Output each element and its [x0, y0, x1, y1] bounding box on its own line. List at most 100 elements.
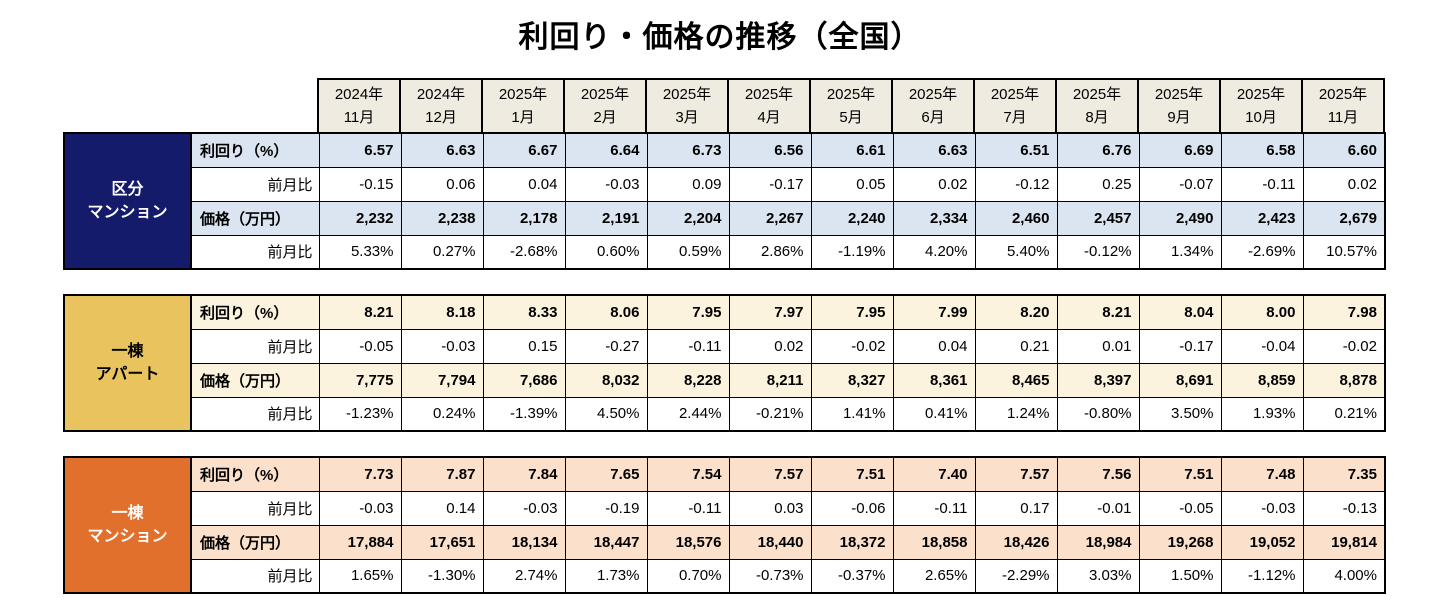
month-header-month: 5月 [839, 109, 863, 126]
month-header-year: 2025年 [744, 85, 794, 103]
value-cell: -0.13 [1302, 490, 1386, 526]
month-header-cell: 2025年 7月 [973, 78, 1057, 134]
month-header-row: 2024年 11月 2024年 12月 2025年 1月 2025年 2月 2025年 3月 202… [317, 78, 1385, 134]
value-cell: 0.15 [482, 328, 566, 364]
month-header-year: 2024年 [334, 85, 384, 103]
value-cell: 0.21 [974, 328, 1058, 364]
row-label: 前月比 [190, 166, 320, 202]
value-cell: 10.57% [1302, 234, 1386, 270]
row-label: 利回り（%） [190, 294, 320, 330]
value-cell: 7,794 [400, 362, 484, 398]
section-label: 区分 マンション [63, 132, 192, 270]
value-cell: 18,372 [810, 524, 894, 560]
section-label-line: 区分 [111, 180, 144, 198]
section-table-3: 一棟 マンション 利回り（%） 7.73 7.87 7.84 7.65 7.54 7.57 7.5… [63, 456, 1386, 594]
value-cell: 8.21 [1056, 294, 1140, 330]
value-cell: 8,327 [810, 362, 894, 398]
row-label: 前月比 [190, 396, 320, 432]
value-cell: 2,191 [564, 200, 648, 236]
value-cell: 7.56 [1056, 456, 1140, 492]
value-cell: 6.67 [482, 132, 566, 168]
value-cell: 1.34% [1138, 234, 1222, 270]
value-cell: 8.04 [1138, 294, 1222, 330]
value-cell: -0.73% [728, 558, 812, 594]
value-cell: 0.05 [810, 166, 894, 202]
value-cell: 7.65 [564, 456, 648, 492]
value-cell: 2.44% [646, 396, 730, 432]
value-cell: 7,775 [318, 362, 402, 398]
value-cell: 2,423 [1220, 200, 1304, 236]
value-cell: 6.57 [318, 132, 402, 168]
value-cell: 0.41% [892, 396, 976, 432]
value-cell: 7.57 [974, 456, 1058, 492]
value-cell: 4.20% [892, 234, 976, 270]
value-cell: -0.03 [482, 490, 566, 526]
value-cell: -1.39% [482, 396, 566, 432]
value-cell: 7.51 [1138, 456, 1222, 492]
month-header-year: 2025年 [908, 85, 958, 103]
value-cell: 8,859 [1220, 362, 1304, 398]
value-cell: -0.05 [1138, 490, 1222, 526]
section-label: 一棟 アパート [63, 294, 192, 432]
value-cell: 2,204 [646, 200, 730, 236]
section-label-line: アパート [95, 366, 160, 383]
value-cell: -2.69% [1220, 234, 1304, 270]
value-cell: 7.99 [892, 294, 976, 330]
value-cell: -0.02 [810, 328, 894, 364]
value-cell: 8.18 [400, 294, 484, 330]
value-cell: 0.02 [892, 166, 976, 202]
month-header-month: 6月 [921, 109, 945, 126]
month-header-cell: 2025年 3月 [645, 78, 729, 134]
row-label: 価格（万円） [190, 200, 320, 236]
value-cell: -0.11 [646, 490, 730, 526]
value-cell: 18,440 [728, 524, 812, 560]
row-label: 前月比 [190, 490, 320, 526]
page-title: 利回り・価格の推移（全国） [518, 21, 922, 54]
value-cell: 18,576 [646, 524, 730, 560]
value-cell: -1.12% [1220, 558, 1304, 594]
row-label: 価格（万円） [190, 524, 320, 560]
value-cell: 3.03% [1056, 558, 1140, 594]
table-row: 前月比 -1.23% 0.24% -1.39% 4.50% 2.44% -0.21% 1.41… [64, 396, 1386, 432]
section-label-line: 一棟 [111, 504, 144, 522]
month-header-month: 9月 [1167, 109, 1191, 126]
value-cell: 0.04 [482, 166, 566, 202]
value-cell: 1.41% [810, 396, 894, 432]
section-table-2: 一棟 アパート 利回り（%） 8.21 8.18 8.33 8.06 7.95 7.97 7.95… [63, 294, 1386, 432]
month-header-cell: 2025年 1月 [481, 78, 565, 134]
value-cell: 8,032 [564, 362, 648, 398]
value-cell: 7.87 [400, 456, 484, 492]
value-cell: 6.58 [1220, 132, 1304, 168]
value-cell: 8,465 [974, 362, 1058, 398]
value-cell: 1.24% [974, 396, 1058, 432]
value-cell: 0.60% [564, 234, 648, 270]
value-cell: -0.03 [564, 166, 648, 202]
value-cell: 19,052 [1220, 524, 1304, 560]
table-row: 前月比 5.33% 0.27% -2.68% 0.60% 0.59% 2.86% -1.19%… [64, 234, 1386, 270]
value-cell: 2,460 [974, 200, 1058, 236]
month-header-year: 2025年 [662, 85, 712, 103]
month-header-cell: 2025年 10月 [1219, 78, 1303, 134]
value-cell: -0.17 [1138, 328, 1222, 364]
section-label-line: マンション [87, 204, 168, 221]
month-header-cell: 2025年 2月 [563, 78, 647, 134]
value-cell: 8.33 [482, 294, 566, 330]
value-cell: -0.07 [1138, 166, 1222, 202]
value-cell: 6.64 [564, 132, 648, 168]
value-cell: 0.02 [728, 328, 812, 364]
month-header-year: 2024年 [416, 85, 466, 103]
value-cell: 0.02 [1302, 166, 1386, 202]
value-cell: 18,426 [974, 524, 1058, 560]
value-cell: 18,134 [482, 524, 566, 560]
month-header-cell: 2025年 9月 [1137, 78, 1221, 134]
value-cell: 1.73% [564, 558, 648, 594]
month-header-year: 2025年 [1236, 85, 1286, 103]
month-header-year: 2025年 [990, 85, 1040, 103]
row-label: 前月比 [190, 234, 320, 270]
value-cell: 2.86% [728, 234, 812, 270]
value-cell: 2,240 [810, 200, 894, 236]
month-header-month: 3月 [675, 109, 699, 126]
value-cell: 17,651 [400, 524, 484, 560]
value-cell: -1.19% [810, 234, 894, 270]
value-cell: -0.11 [892, 490, 976, 526]
